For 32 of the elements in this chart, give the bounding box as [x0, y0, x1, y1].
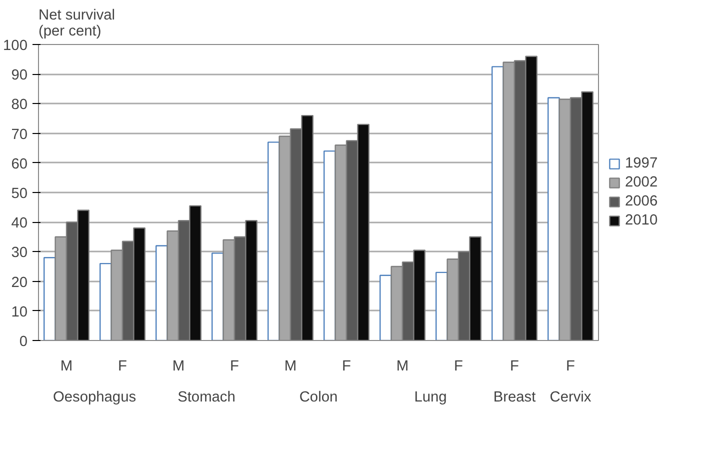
x-tick-label: F — [342, 358, 352, 374]
text: Breast — [493, 390, 536, 406]
y-tick-label: 40 — [11, 216, 28, 232]
legend-label: 1997 — [625, 156, 658, 172]
y-tick-label: 80 — [11, 97, 28, 114]
x-tick-label: M — [284, 358, 297, 374]
text: Colon — [299, 390, 338, 406]
legend-label: 2002 — [625, 174, 658, 190]
text: Lung — [414, 390, 447, 406]
y-tick-label: 70 — [11, 126, 28, 143]
x-tick-label: F — [118, 358, 128, 374]
y-tick-label: 30 — [11, 245, 28, 262]
y-tick-label: 10 — [11, 304, 28, 320]
x-tick-label: F — [510, 358, 520, 374]
y-axis-title: Net survival (per cent) — [38, 8, 116, 40]
x-tick-label: M — [60, 358, 73, 374]
x-tick-label: M — [396, 358, 409, 374]
y-tick-label: 20 — [11, 274, 28, 291]
x-tick-label: M — [172, 358, 185, 374]
y-tick-label: 0 — [19, 334, 28, 350]
text: Stomach — [178, 390, 236, 406]
text: Oesophagus — [52, 390, 136, 406]
y-tick-label: 100 — [3, 38, 28, 54]
y-tick-label: 60 — [11, 156, 28, 172]
y-tick-label: 90 — [11, 68, 28, 84]
y-tick-label: 50 — [11, 186, 28, 202]
legend-label: 2006 — [625, 194, 658, 210]
x-tick-label: F — [566, 358, 576, 374]
text: Cervix — [550, 390, 592, 406]
x-tick-label: F — [230, 358, 240, 374]
x-tick-label: F — [454, 358, 464, 374]
legend-label: 2010 — [625, 212, 658, 228]
